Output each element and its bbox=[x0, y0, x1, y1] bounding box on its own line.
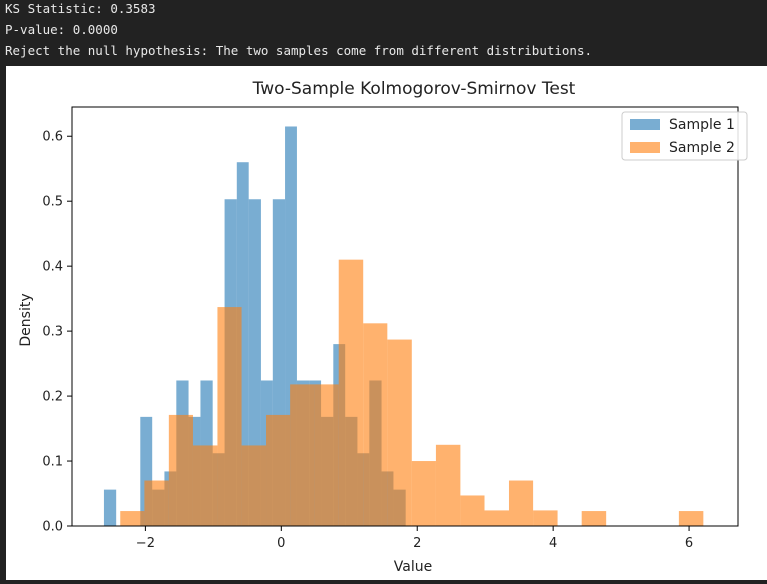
bar-series-1-bin-15 bbox=[285, 126, 297, 526]
bar-series-1-bin-3 bbox=[140, 416, 153, 526]
bar-series-2-bin-1 bbox=[144, 480, 169, 526]
bar-series-2-bin-23 bbox=[678, 511, 704, 526]
y-tick-label: 0.2 bbox=[42, 390, 63, 405]
histogram-chart: Two-Sample Kolmogorov-Smirnov Test −2 0 2 4… bbox=[18, 79, 748, 575]
x-tick-label: 4 bbox=[549, 536, 557, 551]
bar-series-2-bin-11 bbox=[387, 339, 412, 526]
bar-series-2-bin-5 bbox=[241, 445, 267, 526]
bar-series-2-bin-2 bbox=[168, 414, 193, 526]
bar-series-2-bin-7 bbox=[290, 384, 315, 526]
p-value-line: P-value: 0.0000 bbox=[5, 22, 118, 37]
legend-swatch-series-2 bbox=[630, 142, 660, 153]
y-tick-label: 0.1 bbox=[42, 455, 63, 470]
y-axis-label: Density bbox=[18, 293, 34, 346]
bar-series-2-bin-13 bbox=[435, 444, 461, 526]
legend-label-series-2: Sample 2 bbox=[669, 140, 735, 156]
bar-series-2-bin-9 bbox=[338, 259, 364, 526]
bar-series-2-bin-17 bbox=[533, 510, 558, 526]
ks-statistic-line: KS Statistic: 0.3583 bbox=[5, 1, 156, 16]
bar-series-2-bin-14 bbox=[460, 495, 485, 526]
bar-series-2-bin-4 bbox=[217, 307, 242, 526]
bar-series-2-bin-8 bbox=[314, 384, 339, 526]
plot-frame bbox=[71, 106, 739, 527]
x-tick-label: −2 bbox=[136, 536, 155, 551]
bar-series-2-bin-19 bbox=[581, 511, 607, 526]
bar-series-1-bin-11 bbox=[236, 162, 249, 527]
bar-series-2-bin-10 bbox=[363, 323, 388, 526]
bar-series-2-bin-15 bbox=[484, 510, 509, 526]
chart-figure: Two-Sample Kolmogorov-Smirnov Test −2 0 2 4… bbox=[6, 66, 767, 580]
x-axis-label: Value bbox=[394, 559, 432, 575]
bar-series-2-bin-3 bbox=[192, 445, 218, 526]
chart-title: Two-Sample Kolmogorov-Smirnov Test bbox=[252, 79, 576, 99]
x-tick-label: 2 bbox=[413, 536, 421, 551]
x-tick-label: 0 bbox=[277, 536, 285, 551]
axes-layer bbox=[71, 106, 739, 527]
legend-label-series-1: Sample 1 bbox=[669, 117, 735, 133]
y-tick-label: 0.6 bbox=[42, 130, 63, 145]
bar-series-2-bin-6 bbox=[266, 414, 291, 526]
console-output: KS Statistic: 0.3583 P-value: 0.0000 Rej… bbox=[0, 0, 767, 62]
bar-series-2-bin-0 bbox=[120, 511, 145, 526]
bars-layer bbox=[103, 126, 704, 527]
y-tick-label: 0.0 bbox=[42, 520, 63, 535]
conclusion-line: Reject the null hypothesis: The two samp… bbox=[5, 43, 592, 58]
bar-series-1-bin-0 bbox=[103, 489, 117, 526]
y-tick-label: 0.4 bbox=[42, 260, 63, 275]
legend-swatch-series-1 bbox=[630, 119, 660, 130]
legend: Sample 1 Sample 2 bbox=[621, 111, 748, 161]
bar-series-2-bin-16 bbox=[508, 480, 534, 526]
x-tick-label: 6 bbox=[685, 536, 693, 551]
y-tick-label: 0.5 bbox=[42, 195, 63, 210]
ticks-layer: −2 0 2 4 6 0.0 0.1 0.2 0.3 0.4 0.5 0.6 bbox=[42, 130, 693, 551]
y-tick-label: 0.3 bbox=[42, 325, 63, 340]
bar-series-2-bin-12 bbox=[411, 461, 436, 526]
bar-series-1-bin-12 bbox=[248, 199, 261, 526]
